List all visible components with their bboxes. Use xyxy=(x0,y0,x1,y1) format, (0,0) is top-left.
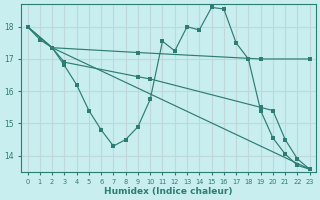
X-axis label: Humidex (Indice chaleur): Humidex (Indice chaleur) xyxy=(104,187,233,196)
